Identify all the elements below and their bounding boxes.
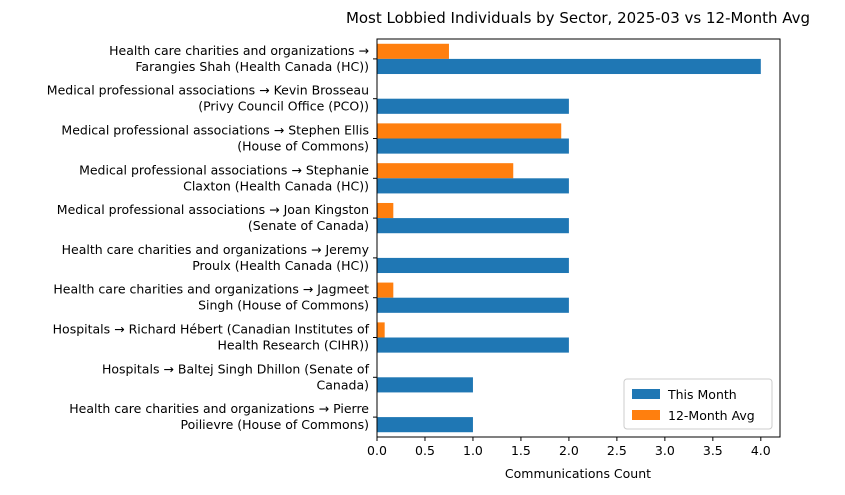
- y-tick-label: Medical professional associations → Joan…: [57, 202, 369, 233]
- axes-layer: [376, 38, 781, 438]
- x-tick-label: 2.0: [559, 443, 579, 458]
- y-tick-label: Health care charities and organizations …: [109, 43, 369, 74]
- y-tick-label-line: Medical professional associations → Step…: [79, 162, 369, 177]
- x-tick-label: 3.0: [655, 443, 675, 458]
- bar-this-month: [377, 257, 569, 274]
- legend-swatch: [632, 389, 660, 399]
- y-tick-label-line: Hospitals → Richard Hébert (Canadian Ins…: [53, 322, 370, 337]
- bar-this-month: [377, 377, 473, 393]
- bar-12-month-avg: [377, 123, 562, 139]
- ticks-layer: Health care charities and organizations …: [47, 43, 771, 458]
- x-tick-label: 1.5: [511, 443, 531, 458]
- y-tick-label-line: Farangies Shah (Health Canada (HC)): [135, 59, 369, 74]
- x-tick-label: 4.0: [751, 443, 771, 458]
- bar-this-month: [377, 98, 569, 114]
- x-axis-label: Communications Count: [505, 466, 651, 481]
- bar-12-month-avg: [377, 43, 449, 59]
- bar-12-month-avg: [377, 282, 394, 298]
- y-tick-label-line: Health care charities and organizations …: [62, 242, 370, 257]
- y-tick-label-line: (Privy Council Office (PCO)): [198, 99, 369, 114]
- y-tick-label: Health care charities and organizations …: [62, 242, 370, 273]
- plot-frame: [376, 38, 781, 438]
- bar-this-month: [377, 138, 569, 154]
- bar-12-month-avg: [377, 163, 514, 179]
- y-tick-label: Hospitals → Richard Hébert (Canadian Ins…: [53, 322, 370, 353]
- y-tick-label-line: (Senate of Canada): [248, 218, 369, 233]
- y-tick-label-line: Medical professional associations → Joan…: [57, 202, 369, 217]
- legend-label: 12-Month Avg: [668, 408, 755, 423]
- x-tick-label: 0.5: [415, 443, 435, 458]
- x-tick-label: 0.0: [367, 443, 387, 458]
- y-tick-label: Medical professional associations → Step…: [79, 162, 369, 193]
- legend-label: This Month: [667, 387, 737, 402]
- y-tick-label-line: Canada): [317, 377, 369, 392]
- bar-12-month-avg: [377, 202, 394, 219]
- y-tick-label-line: Proulx (Health Canada (HC)): [192, 258, 369, 273]
- bar-this-month: [377, 218, 569, 234]
- y-tick-label-line: Claxton (Health Canada (HC)): [183, 178, 369, 193]
- bars-layer: [377, 43, 761, 433]
- y-tick-label-line: Medical professional associations → Kevi…: [47, 83, 369, 98]
- chart-title: Most Lobbied Individuals by Sector, 2025…: [346, 9, 810, 27]
- x-tick-label: 2.5: [607, 443, 627, 458]
- y-tick-label-line: Singh (House of Commons): [198, 298, 369, 313]
- y-tick-label-line: Health care charities and organizations …: [69, 401, 369, 416]
- y-tick-label-line: Health care charities and organizations …: [109, 43, 369, 58]
- bar-this-month: [377, 337, 569, 353]
- y-tick-label: Health care charities and organizations …: [69, 401, 369, 432]
- y-tick-label-line: Health Research (CIHR)): [218, 338, 369, 353]
- bar-12-month-avg: [377, 322, 385, 338]
- bar-this-month: [377, 58, 761, 75]
- x-tick-label: 3.5: [703, 443, 723, 458]
- y-tick-label: Medical professional associations → Kevi…: [47, 83, 369, 114]
- y-tick-label: Hospitals → Baltej Singh Dhillon (Senate…: [102, 361, 370, 392]
- legend-swatch: [632, 410, 660, 420]
- legend-box: [623, 378, 773, 430]
- y-tick-label-line: Health care charities and organizations …: [53, 282, 369, 297]
- y-tick-label-line: Poilievre (House of Commons): [180, 417, 369, 432]
- y-tick-label-line: (House of Commons): [237, 139, 369, 154]
- legend: This Month 12-Month Avg: [623, 378, 773, 430]
- y-tick-label-line: Hospitals → Baltej Singh Dhillon (Senate…: [102, 361, 370, 376]
- y-tick-label: Medical professional associations → Step…: [61, 123, 369, 154]
- y-tick-label: Health care charities and organizations …: [53, 282, 369, 313]
- x-tick-label: 1.0: [463, 443, 483, 458]
- bar-this-month: [377, 297, 569, 313]
- bar-this-month: [377, 178, 569, 194]
- bar-this-month: [377, 417, 473, 433]
- y-tick-label-line: Medical professional associations → Step…: [61, 123, 369, 138]
